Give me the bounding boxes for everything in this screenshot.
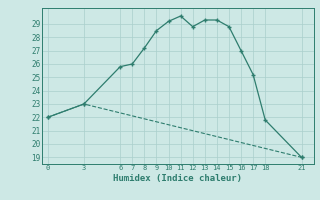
X-axis label: Humidex (Indice chaleur): Humidex (Indice chaleur) <box>113 174 242 183</box>
